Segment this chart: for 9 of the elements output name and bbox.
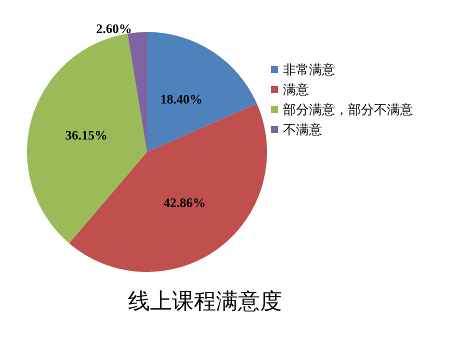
legend-label: 部分满意，部分不满意 [283, 102, 413, 117]
legend-label: 不满意 [283, 122, 322, 137]
text: 线上课程满意度 [128, 288, 282, 314]
data-label: 36.15% [65, 128, 108, 143]
data-label: 42.86% [163, 195, 206, 210]
legend-label: 满意 [283, 82, 309, 97]
legend-label: 非常满意 [283, 62, 335, 77]
data-label: 18.40% [160, 92, 203, 107]
data-label: 2.60% [96, 20, 132, 36]
